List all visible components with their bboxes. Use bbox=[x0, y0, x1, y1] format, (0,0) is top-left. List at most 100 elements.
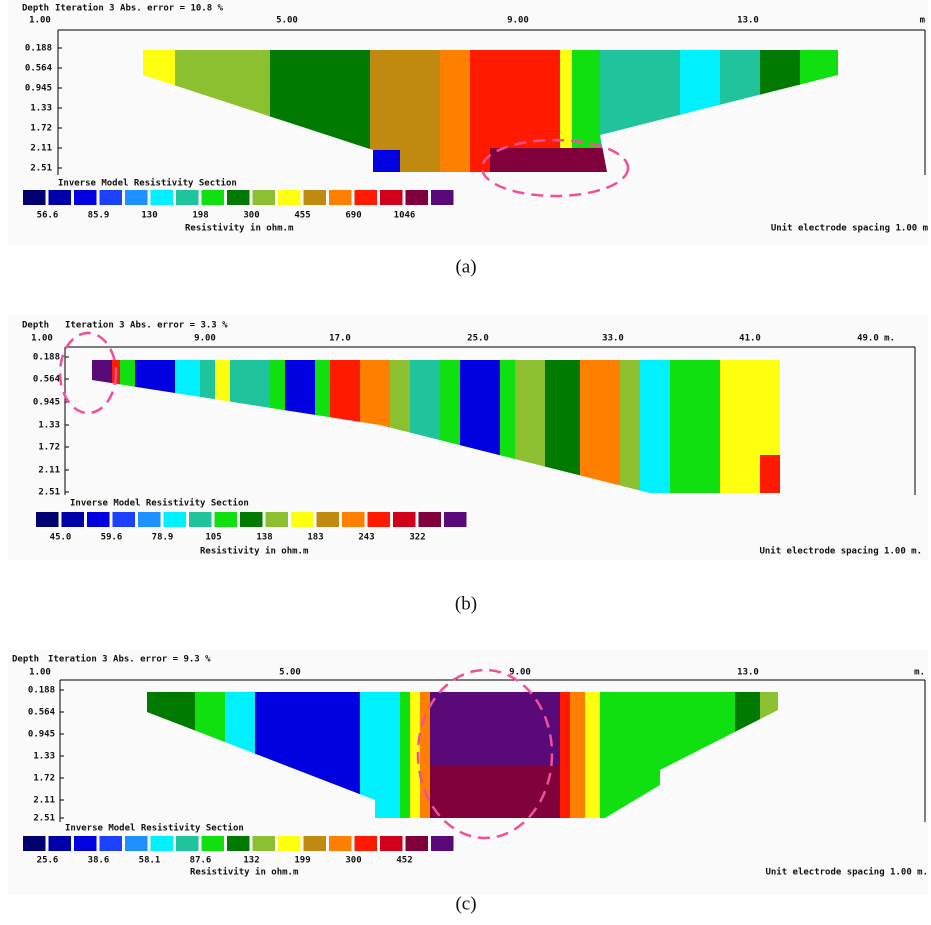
x-label: 17.0 bbox=[329, 334, 351, 344]
x-label: 25.0 bbox=[467, 334, 489, 344]
legend-swatch bbox=[74, 190, 97, 205]
legend-swatch bbox=[227, 836, 250, 851]
panel: Depth Iteration 3 Abs. error = 3.3 % 1.00 9… bbox=[8, 315, 928, 614]
legend-value: 300 bbox=[345, 856, 361, 866]
legend-swatch bbox=[214, 512, 237, 527]
legend-swatch bbox=[99, 190, 122, 205]
legend-swatch bbox=[431, 836, 454, 851]
x-label: m bbox=[920, 16, 926, 26]
depth-tick-label: 0.945 bbox=[33, 398, 60, 408]
depth-tick-label: 0.188 bbox=[25, 44, 52, 54]
resistivity-zone bbox=[580, 360, 621, 493]
resistivity-zone bbox=[490, 148, 607, 172]
x-label: 5.00 bbox=[276, 16, 298, 26]
legend-swatch bbox=[61, 512, 84, 527]
legend-title: Inverse Model Resistivity Section bbox=[70, 498, 249, 509]
legend-swatch bbox=[87, 512, 110, 527]
depth-tick-label: 1.72 bbox=[38, 443, 60, 453]
legend-swatch bbox=[405, 836, 428, 851]
resistivity-zone bbox=[760, 455, 780, 493]
resistivity-zone bbox=[585, 692, 601, 818]
legend-value: 322 bbox=[409, 533, 425, 543]
legend-value: 300 bbox=[243, 211, 259, 221]
legend-swatch bbox=[380, 836, 403, 851]
legend-value: 105 bbox=[205, 533, 221, 543]
legend-swatch bbox=[252, 190, 275, 205]
legend-swatch bbox=[316, 512, 339, 527]
depth-tick-label: 1.33 bbox=[38, 421, 60, 431]
depth-label: Depth bbox=[22, 4, 49, 14]
legend-unit: Resistivity in ohm.m bbox=[190, 867, 299, 878]
x-label: 1.00 bbox=[29, 668, 51, 678]
resistivity-zone bbox=[373, 150, 400, 172]
resistivity-zone bbox=[560, 50, 573, 172]
depth-tick-label: 0.564 bbox=[25, 64, 53, 74]
depth-tick-label: 1.33 bbox=[33, 752, 55, 762]
highlight-ellipse bbox=[480, 138, 630, 198]
legend-value: 78.9 bbox=[152, 533, 174, 543]
legend-swatch bbox=[125, 190, 148, 205]
legend-swatch bbox=[150, 190, 173, 205]
panel: Depth Iteration 3 Abs. error = 10.8 % 1.00… bbox=[8, 0, 929, 277]
legend-value: 38.6 bbox=[88, 856, 110, 866]
resistivity-zone bbox=[430, 765, 560, 818]
legend-value: 138 bbox=[256, 533, 272, 543]
legend-swatch bbox=[303, 836, 326, 851]
legend-value: 56.6 bbox=[37, 211, 59, 221]
legend-swatch bbox=[444, 512, 467, 527]
resistivity-zone bbox=[620, 360, 641, 493]
legend-unit: Resistivity in ohm.m bbox=[200, 546, 309, 557]
depth-tick-label: 1.72 bbox=[30, 124, 52, 134]
x-label: 41.0 bbox=[739, 334, 761, 344]
legend-title: Inverse Model Resistivity Section bbox=[65, 823, 244, 834]
x-label: m. bbox=[914, 668, 925, 678]
x-label: 1.00 bbox=[31, 334, 53, 344]
legend-swatch bbox=[431, 190, 454, 205]
depth-tick-label: 0.945 bbox=[28, 730, 55, 740]
resistivity-zone bbox=[570, 692, 586, 818]
depth-tick-label: 0.188 bbox=[28, 686, 55, 696]
depth-tick-label: 2.51 bbox=[30, 164, 52, 174]
legend-swatch bbox=[176, 836, 199, 851]
legend-swatch bbox=[354, 190, 377, 205]
x-label: 9.00 bbox=[194, 334, 216, 344]
legend-swatch bbox=[278, 836, 301, 851]
highlight-ellipse bbox=[416, 668, 554, 840]
resistivity-zone bbox=[560, 692, 571, 818]
resistivity-zone bbox=[640, 360, 671, 493]
legend-value: 59.6 bbox=[101, 533, 123, 543]
resistivity-zone bbox=[420, 692, 431, 818]
x-label: 49.0 m. bbox=[857, 334, 895, 344]
legend-swatch bbox=[163, 512, 186, 527]
legend-swatch bbox=[176, 190, 199, 205]
resistivity-zone bbox=[440, 50, 471, 172]
electrode-spacing: Unit electrode spacing 1.00 m. bbox=[765, 867, 928, 878]
resistivity-zone bbox=[410, 692, 421, 818]
legend-unit: Resistivity in ohm.m bbox=[185, 223, 294, 234]
legend-swatch bbox=[23, 190, 46, 205]
legend-swatch bbox=[99, 836, 122, 851]
legend-value: 58.1 bbox=[139, 856, 161, 866]
resistivity-zone bbox=[400, 692, 411, 818]
legend-swatch bbox=[291, 512, 314, 527]
depth-tick-label: 2.11 bbox=[33, 796, 55, 806]
caption: (c) bbox=[455, 893, 476, 914]
depth-tick-label: 2.51 bbox=[33, 814, 55, 824]
legend-value: 243 bbox=[358, 533, 374, 543]
legend-swatch bbox=[367, 512, 390, 527]
depth-label: Depth bbox=[22, 321, 49, 331]
x-label: 5.00 bbox=[279, 668, 301, 678]
depth-tick-label: 2.11 bbox=[38, 466, 60, 476]
legend-value: 183 bbox=[307, 533, 323, 543]
legend-swatch bbox=[265, 512, 288, 527]
legend-value: 690 bbox=[345, 211, 361, 221]
x-label: 13.0 bbox=[737, 668, 759, 678]
depth-tick-label: 0.564 bbox=[28, 708, 56, 718]
legend-swatch bbox=[354, 836, 377, 851]
legend-swatch bbox=[278, 190, 301, 205]
legend-swatch bbox=[342, 512, 365, 527]
x-label: 13.0 bbox=[737, 16, 759, 26]
legend-swatch bbox=[252, 836, 275, 851]
legend-value: 132 bbox=[243, 856, 259, 866]
legend-swatch bbox=[23, 836, 46, 851]
